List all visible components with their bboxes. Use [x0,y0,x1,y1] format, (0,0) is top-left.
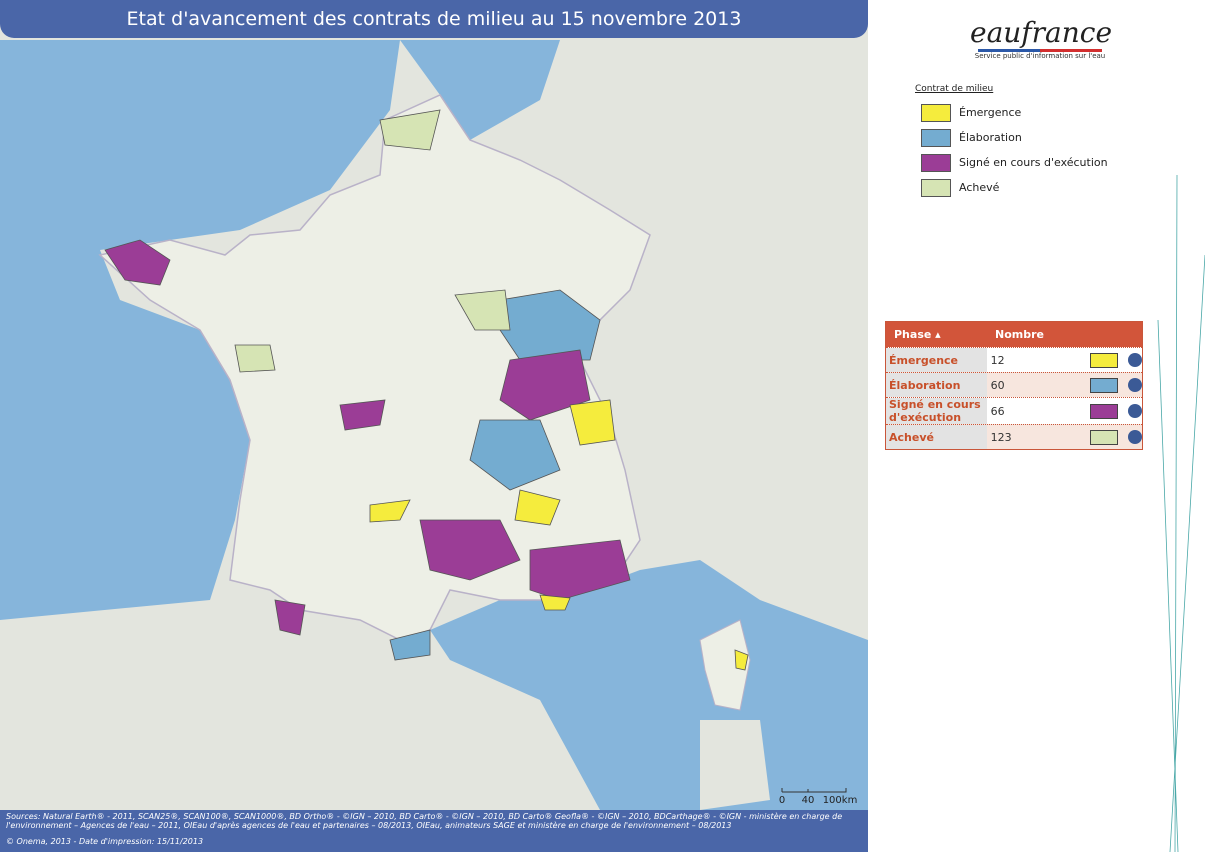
basin [369,499,411,523]
table-header: Phase ▴ Nombre [886,322,1142,347]
header-count: Nombre [995,328,1044,341]
logo-name: eaufrance [970,16,1113,49]
basin [539,594,571,611]
legend-label: Achevé [959,181,1000,194]
legend-swatch [921,153,951,172]
scale-tick: 40 [802,795,815,806]
basin [529,539,631,601]
phase-table: Phase ▴ Nombre Émergence 12 Élaboration 60 S… [885,321,1143,450]
scale-bar: 0 40 100km [779,788,858,806]
header-text: Phase [894,328,932,341]
decor-lines [1157,174,1205,852]
basins [104,109,749,671]
count-cell: 12 [990,353,1005,367]
basin [469,419,561,491]
map-icon[interactable] [1128,430,1142,444]
basin [379,109,441,151]
corsica [699,619,751,711]
count-cell: 60 [990,378,1005,392]
legend-title: Contrat de milieu [915,84,994,94]
legend: Contrat de milieu Émergence Élaboration Si… [915,84,1108,200]
phase-cell: Élaboration [886,373,987,397]
basin [734,649,749,671]
table-row: Achevé 123 [886,424,1142,449]
phase-cell: Émergence [886,348,987,372]
legend-label: Émergence [959,106,1022,119]
legend-swatch [921,103,951,122]
legend-label: Signé en cours d'exécution [959,156,1108,169]
sardinia [700,720,770,810]
logo-tagline: Service public d'information sur l'eau [974,52,1106,60]
phase-cell: Signé en cours d'exécution [886,398,987,424]
row-swatch [1090,377,1119,393]
row-swatch [1090,403,1119,419]
basin [419,519,521,581]
sources: Sources: Natural Earth® - 2011, SCAN25®,… [6,812,843,830]
phase-cell: Achevé [886,425,987,449]
legend-swatch [921,128,951,147]
title-bar: Etat d'avancement des contrats de milieu… [0,0,868,38]
legend-item: Signé en cours d'exécution [915,150,1108,175]
basin [389,629,431,661]
table-row: Élaboration 60 [886,372,1142,397]
basin [454,289,511,331]
credit: © Onema, 2013 - Date d'impression: 15/11… [6,837,204,846]
title: Etat d'avancement des contrats de milieu… [126,8,742,30]
scale-tick: 0 [779,795,785,806]
row-swatch [1090,429,1119,445]
footer: Sources: Natural Earth® - 2011, SCAN25®,… [0,810,868,852]
legend-item: Élaboration [915,125,1108,150]
logo-bar [978,49,1102,52]
logo: eaufrance Service public d'information s… [970,16,1113,60]
legend-item: Achevé [915,175,1108,200]
map: 0 40 100km [0,0,868,852]
map-icon[interactable] [1128,378,1142,392]
header-phase[interactable]: Phase ▴ [894,328,941,341]
basin [104,239,171,286]
legend-label: Élaboration [959,131,1022,144]
decor-line [1157,174,1205,852]
basin [499,349,591,421]
legend-swatch [921,178,951,197]
map-icon[interactable] [1128,353,1142,367]
row-swatch [1090,352,1119,368]
legend-item: Émergence [915,100,1108,125]
scale-line [781,788,847,793]
basin [234,344,276,373]
table-row: Émergence 12 [886,347,1142,372]
table-row: Signé en cours d'exécution 66 [886,397,1142,424]
count-cell: 123 [990,430,1012,444]
basin [274,599,306,636]
basin [339,399,386,431]
scale-tick: 100km [823,795,858,806]
count-cell: 66 [990,404,1005,418]
north-sea [400,40,560,140]
basin [514,489,561,526]
france [98,94,651,641]
map-icon[interactable] [1128,404,1142,418]
basin [569,399,616,446]
